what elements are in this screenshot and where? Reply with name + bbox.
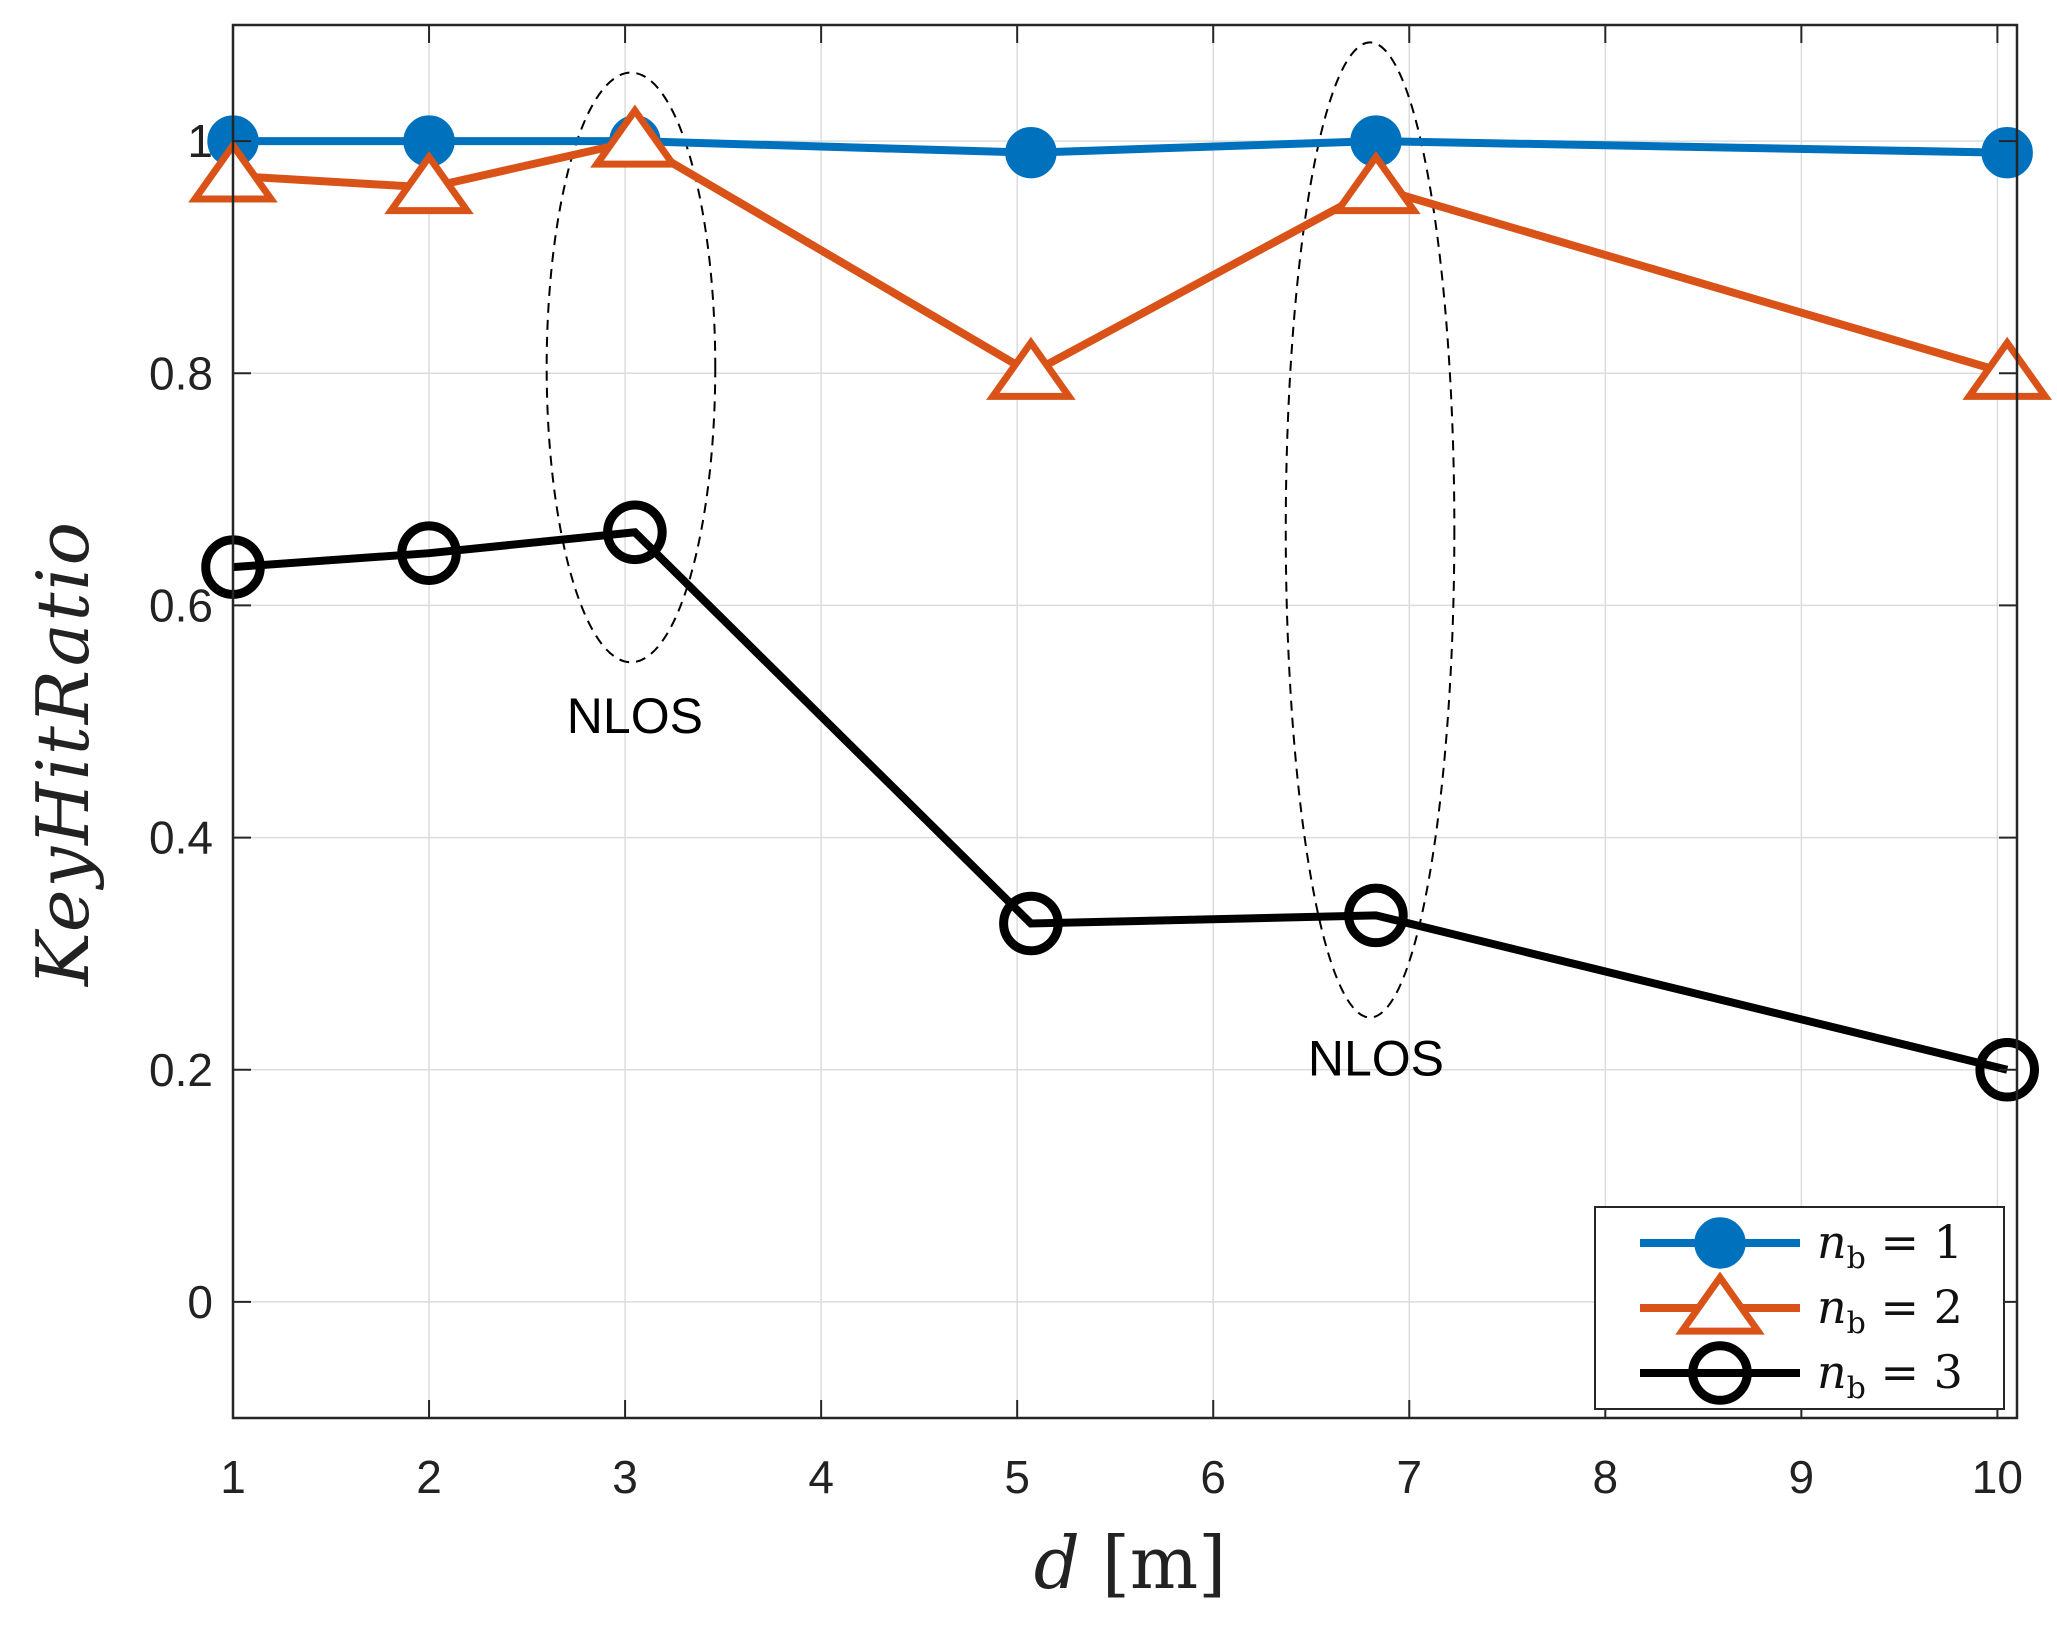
nlos-label: NLOS: [1308, 1031, 1444, 1087]
data-point: [603, 500, 667, 565]
data-point: [1675, 1271, 1765, 1335]
x-tick-label: 2: [416, 1451, 442, 1503]
y-tick-label: 1: [187, 115, 213, 167]
y-tick-label: 0.6: [149, 579, 213, 631]
data-point: [1688, 1341, 1752, 1405]
data-point: [1962, 336, 2052, 400]
legend-sub: b: [1847, 1306, 1866, 1341]
annotations: NLOS NLOS: [567, 688, 1444, 1086]
x-tick-label: 3: [612, 1451, 638, 1503]
data-point: [384, 150, 474, 215]
x-axis-unit: [m]: [1102, 1521, 1226, 1605]
x-axis-variable: d: [1034, 1521, 1080, 1605]
data-series: [188, 104, 2052, 1102]
y-tick-label: 0.4: [149, 812, 213, 864]
axis-ticks: 1 2 3 4 5 6 7 8 9 10 0 0.2 0.4 0.6 0.8 1: [149, 25, 2023, 1503]
legend-var: n: [1817, 1280, 1847, 1334]
nlos-ellipse: [545, 71, 717, 664]
x-tick-label: 1: [220, 1451, 246, 1503]
nlos-ellipse: [1284, 41, 1456, 1019]
data-point: [1981, 126, 2033, 179]
x-tick-label: 7: [1396, 1451, 1422, 1503]
data-point: [1331, 150, 1421, 215]
legend-item-3: nb = 3: [1640, 1341, 1963, 1406]
series-2: [188, 104, 2052, 400]
data-point: [590, 104, 680, 168]
data-point: [397, 521, 461, 585]
x-tick-label: 5: [1004, 1451, 1030, 1503]
data-point: [1005, 126, 1057, 179]
legend-item-1: nb = 1: [1640, 1215, 1963, 1276]
y-tick-label: 0.2: [149, 1044, 213, 1096]
series-line: [233, 137, 2008, 157]
legend-var: n: [1817, 1215, 1847, 1269]
legend-sub: b: [1847, 1371, 1866, 1406]
series-3: [201, 500, 2039, 1102]
data-point: [1975, 1037, 2039, 1102]
series-1: [207, 115, 2033, 179]
legend-rest: = 3: [1866, 1345, 1963, 1399]
legend-label: nb = 2: [1817, 1280, 1963, 1341]
legend-item-2: nb = 2: [1640, 1271, 1963, 1341]
y-tick-label: 0.8: [149, 347, 213, 399]
legend-var: n: [1817, 1345, 1847, 1399]
x-tick-label: 9: [1789, 1451, 1815, 1503]
series-line: [232, 528, 2009, 1074]
plot-area-frame: [231, 23, 2019, 1420]
data-point: [999, 891, 1063, 956]
legend: nb = 1nb = 2nb = 3: [1594, 1206, 2005, 1410]
y-axis-title: KeyHitRatio: [21, 520, 105, 988]
x-tick-label: 10: [1972, 1451, 2023, 1503]
x-axis-title: d [m]: [1034, 1521, 1227, 1605]
data-point: [1694, 1217, 1746, 1269]
nlos-ellipses: [545, 41, 1456, 1019]
legend-rest: = 2: [1866, 1280, 1963, 1334]
x-tick-label: 4: [808, 1451, 834, 1503]
legend-label: nb = 3: [1817, 1345, 1963, 1406]
y-tick-label: 0: [187, 1276, 213, 1328]
legend-label: nb = 1: [1817, 1215, 1963, 1276]
legend-rest: = 1: [1866, 1215, 1963, 1269]
x-tick-label: 6: [1200, 1451, 1226, 1503]
nlos-label: NLOS: [567, 688, 703, 744]
series-line: [232, 136, 2009, 378]
legend-sub: b: [1847, 1241, 1866, 1276]
data-point: [986, 336, 1076, 400]
x-tick-label: 8: [1593, 1451, 1619, 1503]
data-point: [1344, 883, 1408, 948]
